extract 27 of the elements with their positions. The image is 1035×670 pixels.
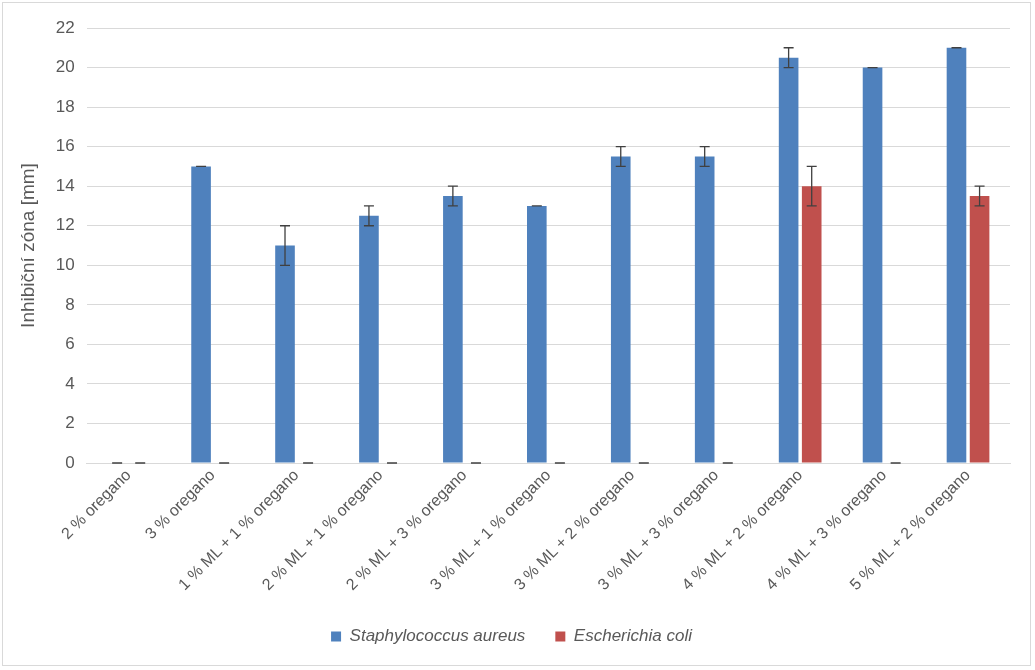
- bar: [359, 215, 379, 463]
- bar: [694, 156, 715, 463]
- y-tick-label: 8: [65, 294, 75, 314]
- y-tick-label: 6: [65, 334, 75, 354]
- legend-label: Escherichia coli: [573, 626, 694, 646]
- y-tick-label: 16: [55, 136, 75, 156]
- bar: [443, 196, 463, 463]
- y-tick-label: 22: [55, 17, 75, 37]
- bar: [946, 47, 967, 463]
- bar: [778, 57, 799, 463]
- y-tick-label: 20: [55, 57, 75, 77]
- y-tick-label: 18: [55, 96, 75, 116]
- bar: [969, 196, 990, 463]
- bar: [191, 166, 211, 463]
- y-tick-label: 10: [55, 254, 75, 274]
- y-tick-label: 4: [65, 373, 75, 393]
- bar: [527, 205, 547, 463]
- y-tick-label: 14: [55, 175, 75, 195]
- y-tick-label: 0: [65, 452, 75, 472]
- bar: [862, 67, 883, 463]
- bar: [275, 245, 295, 463]
- legend-label: Staphylococcus aureus: [349, 626, 526, 646]
- bar: [610, 156, 631, 463]
- y-tick-label: 2: [65, 413, 75, 433]
- y-axis-title: Inhibiční zóna [mm]: [16, 163, 38, 328]
- bar: [801, 186, 822, 463]
- y-tick-label: 12: [55, 215, 75, 235]
